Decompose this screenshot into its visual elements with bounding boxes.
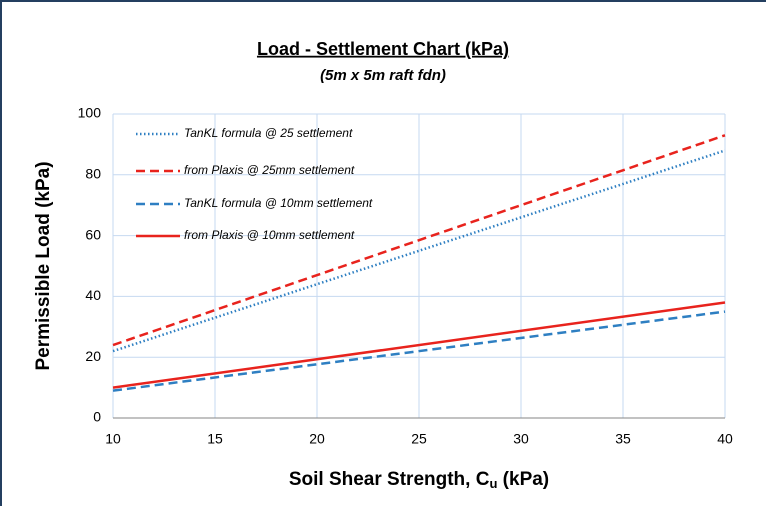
series-line (112, 149, 726, 353)
legend-label: from Plaxis @ 25mm settlement (184, 163, 355, 177)
y-tick-label: 40 (85, 287, 101, 303)
chart-subtitle: (5m x 5m raft fdn) (320, 67, 446, 84)
series-line (112, 310, 726, 392)
series-line (112, 134, 726, 347)
x-axis-label: Soil Shear Strength, Cu (kPa) (289, 469, 549, 491)
legend-label: TanKL formula @ 25 settlement (184, 126, 353, 140)
x-tick-label: 25 (411, 431, 427, 447)
x-tick-label: 20 (309, 431, 325, 447)
x-tick-label: 40 (717, 431, 733, 447)
y-tick-label: 100 (78, 105, 102, 121)
legend-label: from Plaxis @ 10mm settlement (184, 228, 355, 242)
series-line (112, 301, 726, 389)
y-tick-label: 0 (93, 409, 101, 425)
legend-label: TanKL formula @ 10mm settlement (184, 196, 373, 210)
y-tick-label: 80 (85, 166, 101, 182)
chart-title: Load - Settlement Chart (kPa) (257, 39, 509, 59)
x-tick-label: 30 (513, 431, 529, 447)
y-tick-label: 60 (85, 226, 101, 242)
x-tick-label: 10 (105, 431, 121, 447)
x-tick-label: 35 (615, 431, 631, 447)
y-axis-label: Permissible Load (kPa) (33, 161, 54, 370)
x-tick-label: 15 (207, 431, 223, 447)
y-tick-label: 20 (85, 348, 101, 364)
